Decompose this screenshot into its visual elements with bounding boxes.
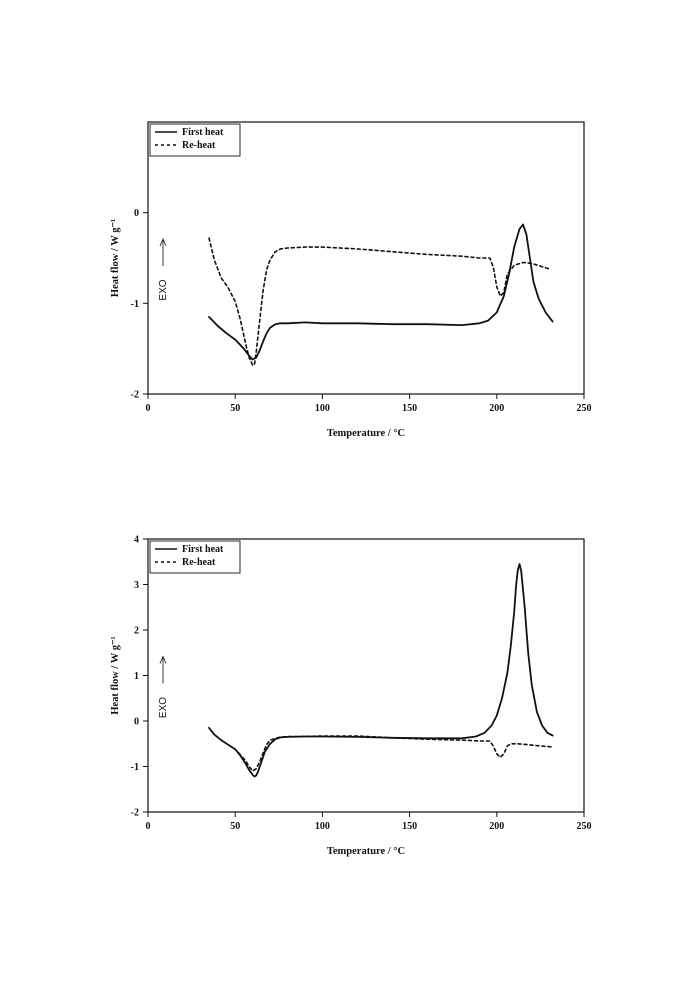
legend-entry: First heat xyxy=(182,127,224,138)
legend-entry: Re-heat xyxy=(182,557,216,568)
plot-frame xyxy=(147,121,585,395)
exo-label: EXO xyxy=(158,279,169,300)
y-tick-label: 0 xyxy=(134,208,139,219)
series-re-heat-line xyxy=(237,735,554,772)
legend: First heat Re-heat xyxy=(149,123,241,157)
y-tick-label: -1 xyxy=(131,299,139,310)
exo-arrow-icon xyxy=(159,237,167,266)
y-tick-label: -2 xyxy=(131,808,139,819)
x-tick-label: 0 xyxy=(146,403,151,414)
y-tick-label: -1 xyxy=(131,762,139,773)
x-tick-label: 100 xyxy=(315,821,330,832)
chart-1: 0 50 100 150 200 250 -2 -1 0 Temperature / °C Heat… xyxy=(110,121,592,439)
x-tick-label: 150 xyxy=(402,403,417,414)
legend-entry: First heat xyxy=(182,544,224,555)
y-tick-label: 2 xyxy=(134,626,139,637)
y-tick-label: -2 xyxy=(131,390,139,401)
exo-arrow-icon xyxy=(159,655,167,684)
y-tick-label: 0 xyxy=(134,717,139,728)
chart-2: 0 50 100 150 200 250 -2 -1 0 1 2 3 4 Temperature / °C… xyxy=(110,535,592,858)
x-tick-label: 0 xyxy=(146,821,151,832)
series-first-heat-line xyxy=(208,223,554,361)
x-axis-label: Temperature / °C xyxy=(327,428,405,439)
x-tick-label: 50 xyxy=(230,403,240,414)
legend: First heat Re-heat xyxy=(149,540,241,574)
plot-frame xyxy=(147,538,585,813)
x-tick-label: 150 xyxy=(402,821,417,832)
series-first-heat-line xyxy=(208,563,554,778)
x-tick-label: 250 xyxy=(577,403,592,414)
y-axis-label: Heat flow / W g⁻¹ xyxy=(110,219,121,297)
legend-entry: Re-heat xyxy=(182,140,216,151)
series-re-heat-line xyxy=(208,237,550,366)
y-tick-label: 4 xyxy=(134,535,139,546)
x-tick-label: 200 xyxy=(489,821,504,832)
y-tick-label: 3 xyxy=(134,580,139,591)
x-tick-label: 200 xyxy=(489,403,504,414)
x-axis-label: Temperature / °C xyxy=(327,846,405,857)
x-tick-label: 100 xyxy=(315,403,330,414)
x-tick-label: 250 xyxy=(577,821,592,832)
y-axis-label: Heat flow / W g⁻¹ xyxy=(110,636,121,714)
x-tick-label: 50 xyxy=(230,821,240,832)
y-tick-label: 1 xyxy=(134,671,139,682)
exo-label: EXO xyxy=(158,697,169,718)
